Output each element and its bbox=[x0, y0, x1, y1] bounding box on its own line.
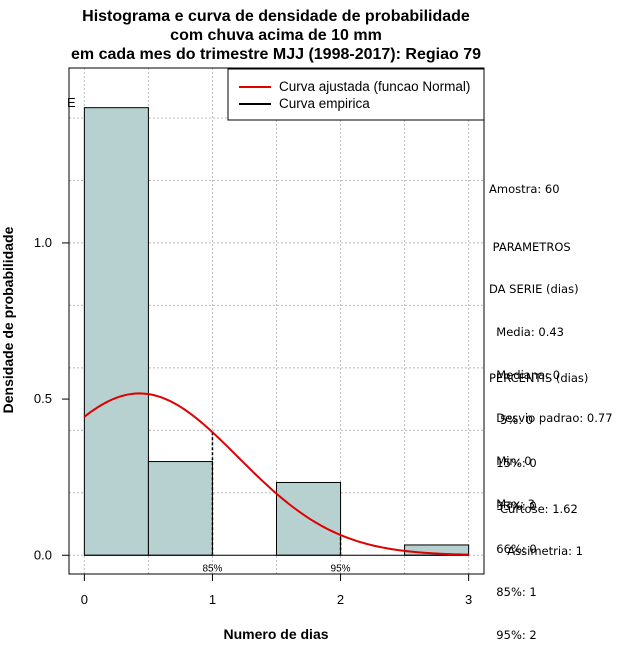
x-tick-label: 0 bbox=[81, 592, 88, 607]
y-tick-label: 1.0 bbox=[34, 235, 52, 250]
y-axis: 0.0 0.5 1.0 bbox=[34, 235, 70, 562]
params-line: Desvio padrao: 0.77 bbox=[489, 411, 613, 426]
params-line: Media: 0.43 bbox=[489, 325, 564, 340]
params-line: Mediana: 0 bbox=[489, 368, 561, 383]
legend-box bbox=[227, 68, 485, 121]
chart-title: Histograma e curva de densidade de proba… bbox=[71, 8, 481, 63]
percentis-line: 5%: 0 bbox=[489, 413, 534, 428]
percentis-line: PERCENTIS (dias) bbox=[489, 370, 589, 385]
percentis-line: 33%: 0 bbox=[489, 499, 537, 514]
y-tick-label: 0.0 bbox=[34, 547, 52, 562]
legend-label-fit: Curva ajustada (funcao Normal) bbox=[279, 79, 470, 94]
legend: Curva ajustada (funcao Normal) Curva emp… bbox=[227, 68, 485, 121]
y-tick-label: 0.5 bbox=[34, 391, 52, 406]
x-tick-label: 1 bbox=[209, 592, 216, 607]
histogram-bar bbox=[83, 107, 149, 556]
percentile-markers: 85% 95% bbox=[202, 432, 351, 574]
percentile-marker-label: 85% bbox=[202, 563, 222, 574]
legend-label-empirical: Curva empirica bbox=[279, 96, 370, 111]
y-axis-label: Densidade de probabilidade bbox=[0, 226, 16, 413]
percentis-line: 15%: 0 bbox=[489, 456, 537, 471]
params-line: Min: 0 bbox=[489, 454, 532, 469]
x-axis: 0 1 2 3 bbox=[81, 573, 472, 607]
shape-line: Curtose: 1.62 bbox=[500, 501, 578, 516]
percentis-line: 95%: 2 bbox=[489, 627, 537, 642]
histogram-bars bbox=[83, 107, 470, 556]
percentis-line: 85%: 1 bbox=[489, 585, 537, 600]
title-line-1: Histograma e curva de densidade de proba… bbox=[82, 8, 470, 25]
shape-line: Assimetria: 1 bbox=[500, 544, 583, 559]
params-line: Max: 3 bbox=[489, 496, 535, 511]
normal-fit-curve bbox=[83, 392, 469, 556]
stats-params: PARAMETROS DA SERIE (dias) Media: 0.43 M… bbox=[489, 211, 613, 526]
stats-shape: Curtose: 1.62 Assimetria: 1 bbox=[500, 473, 583, 573]
x-tick-label: 2 bbox=[337, 592, 344, 607]
percentis-line: 66%: 0 bbox=[489, 542, 537, 557]
params-line: PARAMETROS bbox=[489, 239, 571, 254]
x-tick-label: 3 bbox=[465, 592, 472, 607]
fitted-curve bbox=[83, 392, 469, 556]
corner-mark: E bbox=[67, 95, 76, 110]
title-line-2: com chuva acima de 10 mm bbox=[170, 27, 382, 44]
params-line: DA SERIE (dias) bbox=[489, 282, 579, 297]
x-axis-label: Numero de dias bbox=[223, 626, 328, 642]
title-line-3: em cada mes do trimestre MJJ (1998-2017)… bbox=[71, 46, 481, 63]
percentile-marker-label: 95% bbox=[331, 563, 351, 574]
histogram-bar bbox=[147, 461, 213, 556]
stats-amostra: Amostra: 60 bbox=[489, 182, 560, 196]
stats-percentis: PERCENTIS (dias) 5%: 0 15%: 0 33%: 0 66%… bbox=[489, 342, 588, 657]
